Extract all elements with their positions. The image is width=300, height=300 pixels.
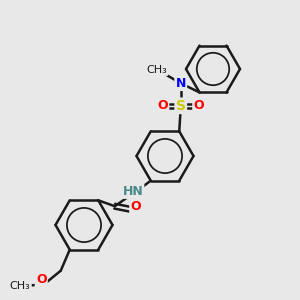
- Text: CH₃: CH₃: [146, 65, 167, 75]
- Text: O: O: [130, 200, 141, 213]
- Text: CH₃: CH₃: [10, 281, 31, 291]
- Text: O: O: [36, 273, 46, 286]
- Text: O: O: [194, 99, 204, 112]
- Text: O: O: [158, 99, 168, 112]
- Text: HN: HN: [122, 185, 143, 198]
- Text: S: S: [176, 99, 186, 113]
- Text: N: N: [176, 77, 186, 90]
